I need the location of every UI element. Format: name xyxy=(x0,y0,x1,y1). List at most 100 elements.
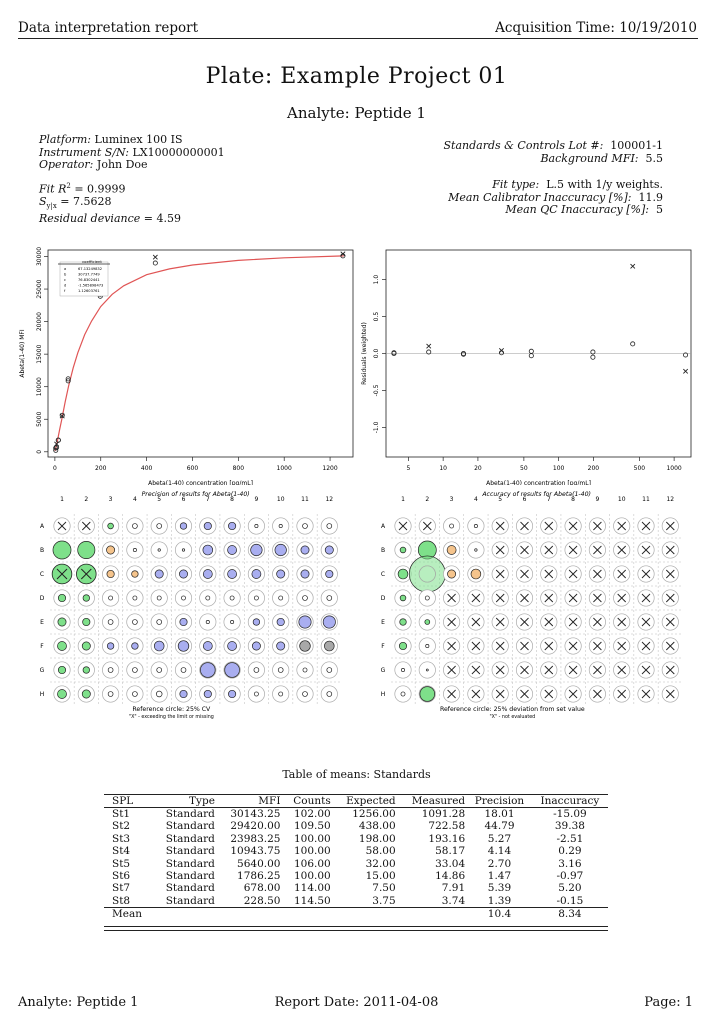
charts-area: 0 200 400 600 800 1000 12000500010000150002000… xyxy=(19,247,692,485)
table-cell: St4 xyxy=(112,845,131,858)
accuracy-well xyxy=(613,637,631,655)
accuracy-well xyxy=(661,517,679,535)
curve-data-point xyxy=(59,412,65,418)
precision-well xyxy=(102,517,120,535)
precision-well xyxy=(296,589,314,607)
table-row: St8 Standard 228.50 114.50 3.75 3.74 1.39 -0.15 xyxy=(104,895,608,908)
accuracy-well xyxy=(418,661,436,679)
precision-well xyxy=(126,565,144,583)
table-top-rule xyxy=(104,794,608,795)
precision-well xyxy=(150,541,168,559)
accuracy-well xyxy=(418,517,436,535)
precision-well xyxy=(102,661,120,679)
curve-x-tick-label: 400 xyxy=(141,465,153,472)
precision-well xyxy=(76,563,97,585)
residual-data-point xyxy=(426,343,432,349)
precision-col-label: 3 xyxy=(109,496,113,503)
table-cell: 106.00 xyxy=(294,857,331,870)
accuracy-well xyxy=(637,613,655,631)
fit-statistics: Fit R2 = 0.9999 Sy|x = 7.5628 Residual d… xyxy=(39,180,181,226)
precision-well xyxy=(102,589,120,607)
table-cell: 5640.00 xyxy=(237,857,281,870)
precision-col-label: 10 xyxy=(277,496,285,503)
precision-well xyxy=(320,565,338,583)
residual-data-point xyxy=(630,263,636,269)
accuracy-well xyxy=(443,637,461,655)
accuracy-well xyxy=(443,685,461,703)
precision-well xyxy=(150,589,168,607)
table-cell: 15.00 xyxy=(365,870,396,883)
accuracy-well xyxy=(564,541,582,559)
accuracy-well xyxy=(418,637,436,655)
curve-y-tick-label: 20000 xyxy=(36,312,43,331)
precision-well xyxy=(53,685,71,703)
accuracy-col-label: 3 xyxy=(450,496,454,503)
table-cell: 100.00 xyxy=(294,870,331,883)
accuracy-row-label: E xyxy=(381,619,385,626)
meta-fit-type: Fit type: L.5 with 1/y weights. xyxy=(492,178,663,191)
precision-well xyxy=(223,517,241,535)
accuracy-well xyxy=(467,565,485,583)
residual-data-point xyxy=(683,352,689,358)
table-cell: 228.50 xyxy=(243,894,281,907)
accuracy-row-label: D xyxy=(381,595,386,602)
accuracy-well xyxy=(491,565,509,583)
meta-calibrator-inaccuracy: Mean Calibrator Inaccuracy [%]: 11.9 xyxy=(448,190,663,204)
precision-well xyxy=(199,685,217,703)
table-cell: 4.14 xyxy=(487,845,512,858)
accuracy-well xyxy=(637,565,655,583)
precision-well xyxy=(199,565,217,583)
precision-well xyxy=(320,517,338,535)
table-row: St1 Standard 30143.25 102.00 1256.00 1091.28 1… xyxy=(104,808,608,821)
accuracy-well xyxy=(637,637,655,655)
legend-title: coefficient xyxy=(82,259,102,264)
precision-well xyxy=(296,661,314,679)
accuracy-col-label: 9 xyxy=(595,496,599,503)
precision-well xyxy=(102,565,120,583)
table-cell: 114.50 xyxy=(294,894,331,907)
accuracy-well xyxy=(588,637,606,655)
precision-col-label: 6 xyxy=(182,496,186,503)
accuracy-well xyxy=(491,661,509,679)
accuracy-col-label: 10 xyxy=(618,496,626,503)
accuracy-well xyxy=(564,685,582,703)
precision-well xyxy=(51,563,73,585)
table-cell: Standard xyxy=(165,857,215,870)
precision-well xyxy=(102,685,120,703)
meta-lot: Standards & Controls Lot #: 100001-1 xyxy=(443,139,664,152)
curve-y-tick-label: 0 xyxy=(36,450,43,454)
header-rule xyxy=(18,38,698,39)
table-cell: Standard xyxy=(165,832,215,845)
accuracy-well xyxy=(588,517,606,535)
precision-well xyxy=(77,661,95,679)
curve-data-point xyxy=(53,447,59,453)
table-cell: 5.27 xyxy=(487,832,512,845)
meta-instrument: Instrument S/N: LX10000000001 xyxy=(39,145,225,159)
table-cell: 10943.75 xyxy=(230,845,281,858)
accuracy-well xyxy=(540,613,558,631)
table-cell: -15.09 xyxy=(553,808,587,820)
precision-well xyxy=(272,517,290,535)
table-cell: 109.50 xyxy=(294,820,331,833)
precision-well xyxy=(320,541,338,559)
residual-x-tick-label: 10 xyxy=(439,465,447,472)
accuracy-well xyxy=(540,541,558,559)
table-row: St5 Standard 5640.00 106.00 32.00 33.04 2.70 3.… xyxy=(104,858,608,870)
accuracy-well xyxy=(540,565,558,583)
accuracy-well xyxy=(588,541,606,559)
accuracy-well xyxy=(443,565,461,583)
table-cell: Standard xyxy=(165,845,215,858)
precision-well xyxy=(126,541,144,559)
precision-well xyxy=(223,565,241,583)
table-cell: -2.51 xyxy=(556,832,584,845)
curve-data-point xyxy=(65,378,71,384)
precision-well xyxy=(150,685,168,703)
accuracy-title: Accuracy of results for Abeta(1-40) xyxy=(481,490,591,498)
table-cell: 678.00 xyxy=(243,882,281,895)
table-cell: 5.20 xyxy=(558,882,582,895)
accuracy-well xyxy=(394,589,412,607)
precision-well xyxy=(102,637,120,655)
accuracy-col-label: 5 xyxy=(498,496,502,503)
accuracy-row-label: H xyxy=(381,691,386,698)
precision-well xyxy=(296,517,314,535)
